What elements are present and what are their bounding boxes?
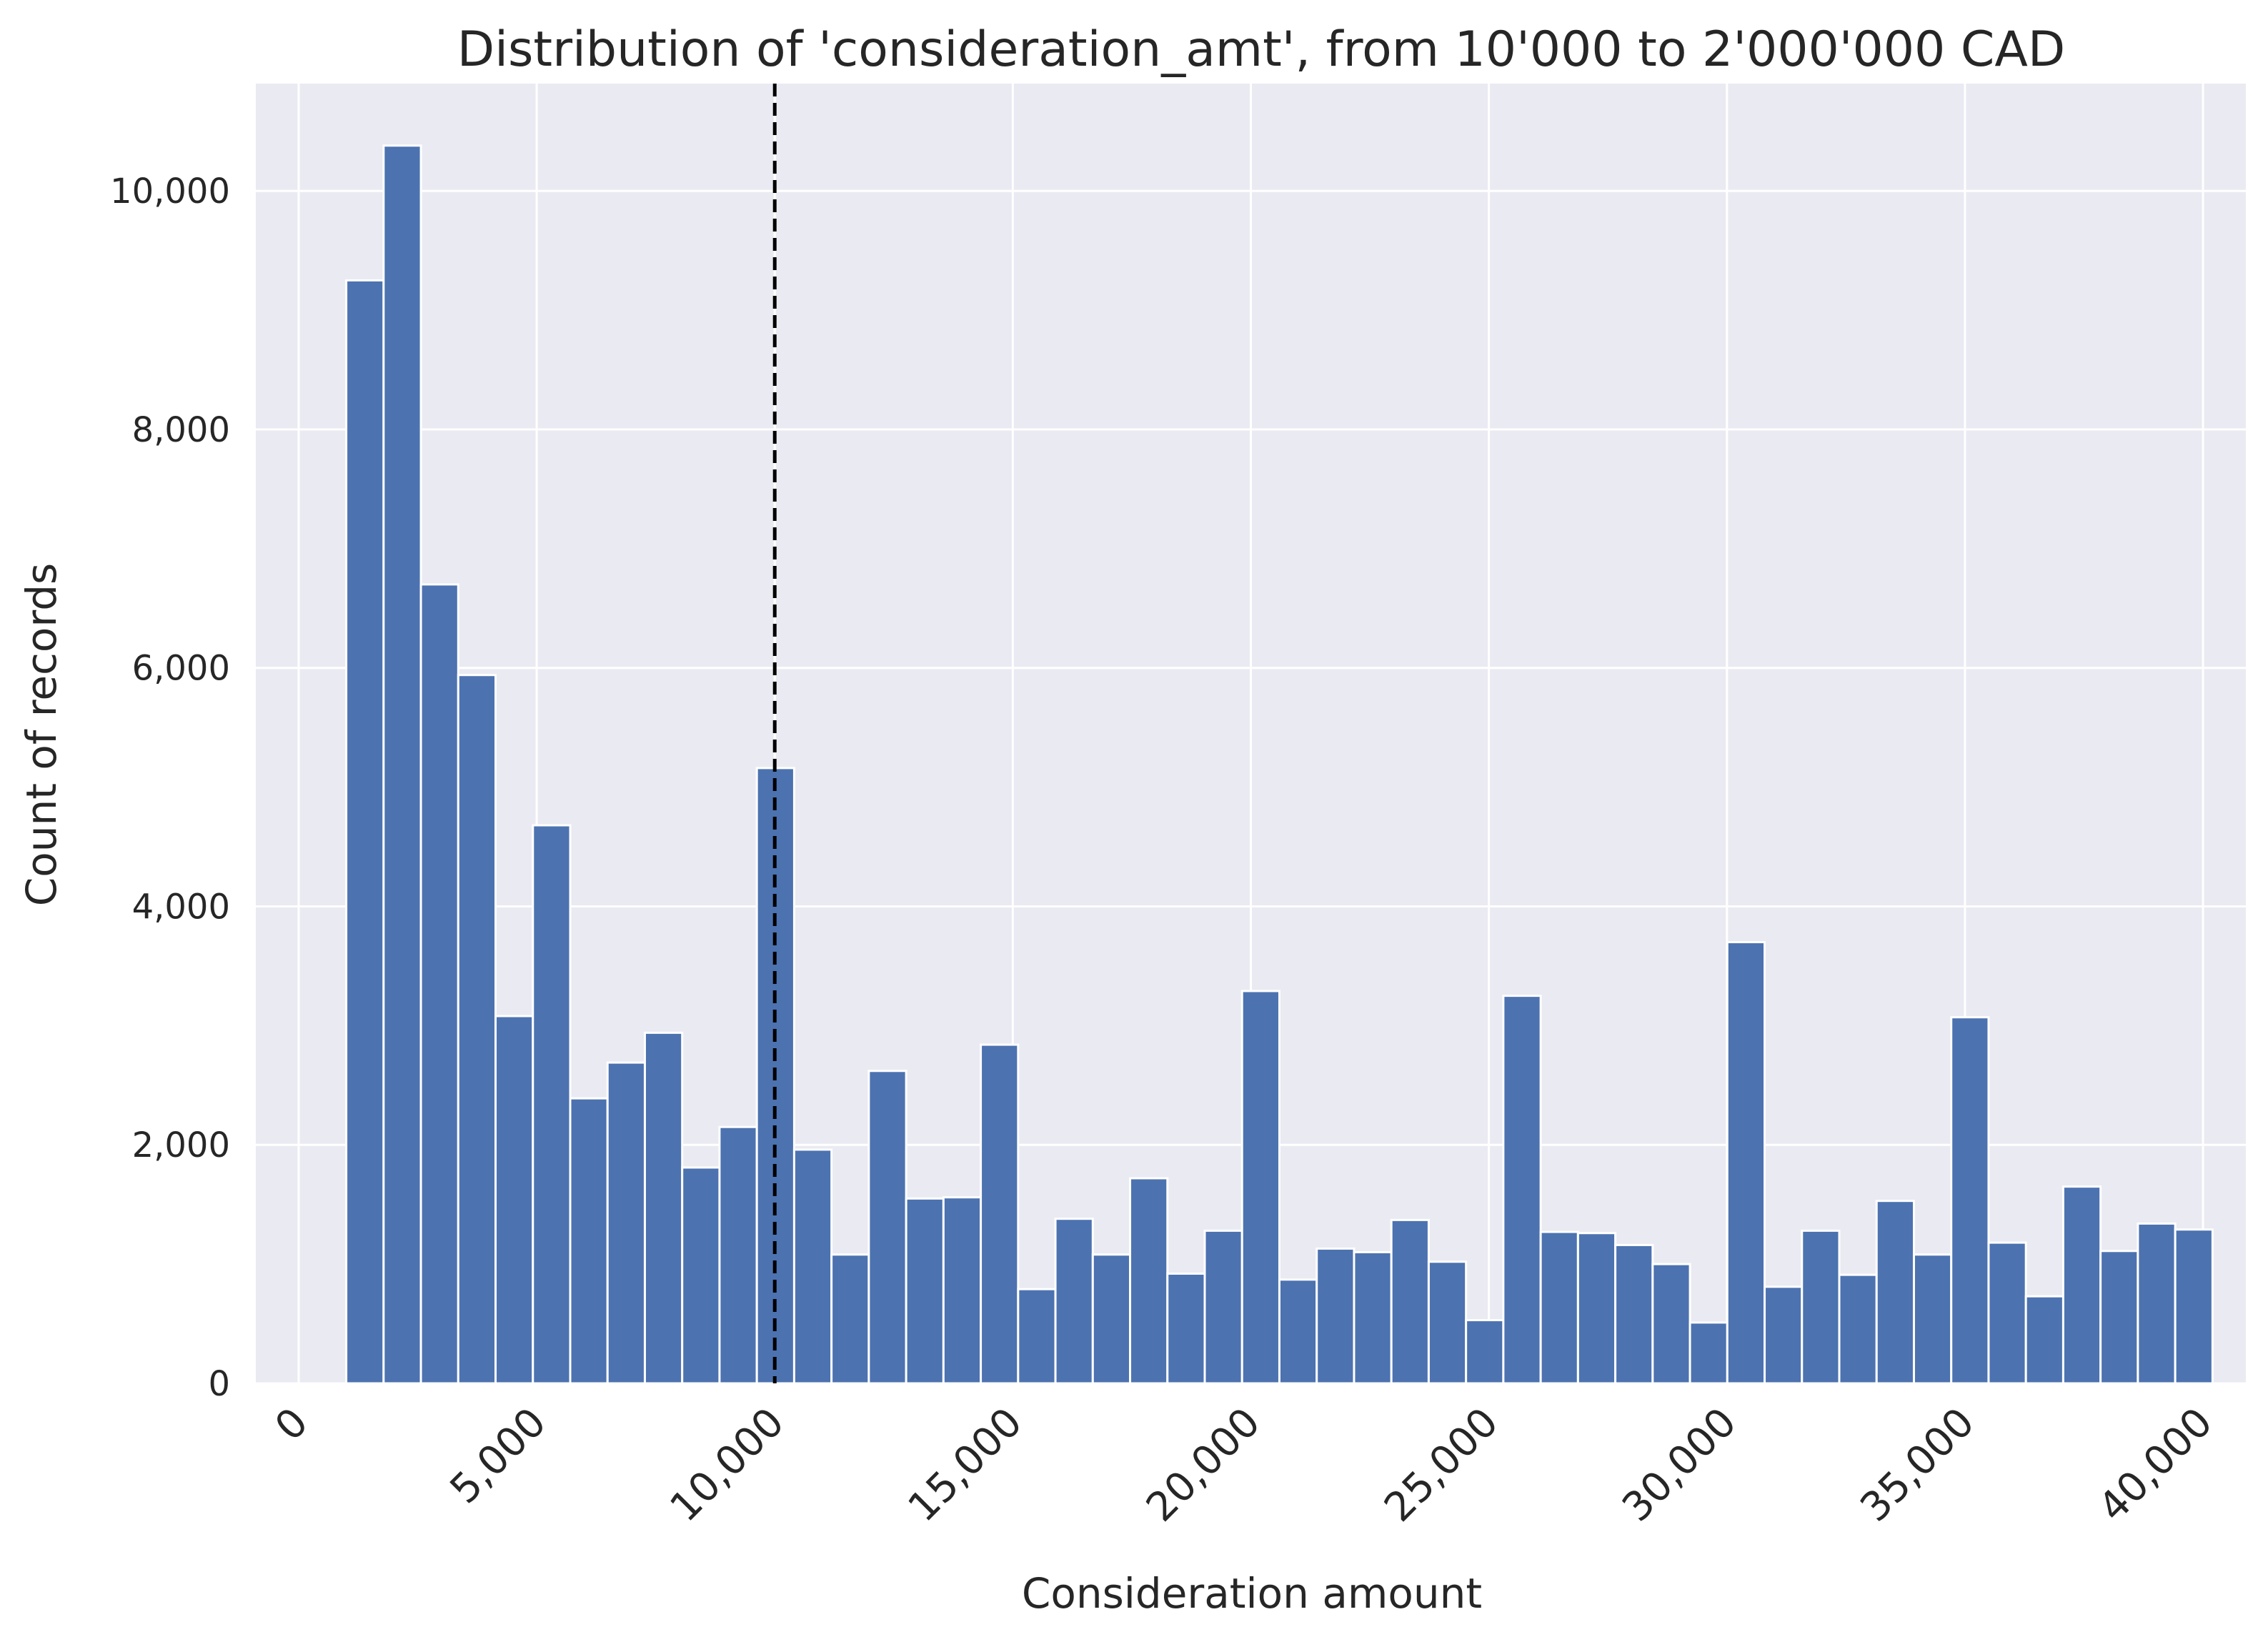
histogram-bar xyxy=(1465,1319,1505,1385)
y-tick-label: 8,000 xyxy=(132,410,230,450)
histogram-bar xyxy=(2174,1228,2214,1385)
histogram-bar xyxy=(1950,1016,1990,1385)
x-axis-label: Consideration amount xyxy=(1022,1569,1482,1618)
histogram-bar xyxy=(606,1061,646,1385)
histogram-bar xyxy=(1390,1218,1430,1385)
x-tick-label: 15,000 xyxy=(900,1399,1032,1531)
histogram-bar xyxy=(1539,1230,1579,1385)
chart-title: Distribution of 'consideration_amt', fro… xyxy=(457,21,2066,78)
histogram-bar xyxy=(494,1015,534,1385)
histogram-bar xyxy=(419,583,459,1385)
histogram-bar xyxy=(681,1166,721,1385)
histogram-bar xyxy=(905,1197,945,1385)
x-tick-labels: 0 5,000 10,000 15,000 20,000 25,000 30,000 35,0… xyxy=(267,1399,2222,1531)
histogram-bar xyxy=(1801,1229,1841,1385)
histogram-bar xyxy=(569,1097,609,1385)
y-tick-label: 10,000 xyxy=(110,171,230,212)
histogram-bar xyxy=(1054,1218,1094,1385)
y-tick-label: 2,000 xyxy=(132,1125,230,1165)
histogram-bar xyxy=(2061,1185,2102,1385)
x-tick-label: 10,000 xyxy=(662,1399,794,1531)
histogram-bar xyxy=(867,1070,907,1385)
histogram-bar xyxy=(980,1043,1020,1385)
x-tick-label: 20,000 xyxy=(1138,1399,1270,1531)
histogram-bar xyxy=(1912,1253,1953,1385)
histogram-bar xyxy=(1764,1285,1804,1385)
histogram-bar xyxy=(1875,1200,1915,1385)
x-tick-label: 5,000 xyxy=(442,1399,555,1513)
histogram-bar xyxy=(1166,1272,1206,1385)
histogram-bar xyxy=(1203,1229,1243,1385)
histogram-bar xyxy=(942,1196,983,1385)
y-tick-label: 6,000 xyxy=(132,649,230,689)
histogram-bar xyxy=(1129,1177,1169,1385)
y-tick-label: 0 xyxy=(208,1364,230,1404)
histogram-bar xyxy=(643,1031,684,1385)
y-tick-label: 4,000 xyxy=(132,887,230,927)
histogram-bar xyxy=(532,824,572,1385)
histogram-bars xyxy=(345,144,2214,1385)
x-tick-label: 25,000 xyxy=(1376,1399,1508,1531)
histogram-bar xyxy=(1726,941,1766,1385)
histogram-bar xyxy=(1651,1263,1691,1385)
histogram-bar xyxy=(1017,1288,1057,1385)
y-tick-labels: 0 2,000 4,000 6,000 8,000 10,000 xyxy=(110,171,230,1404)
histogram-bar xyxy=(2099,1250,2139,1385)
x-tick-label: 30,000 xyxy=(1613,1399,1746,1531)
histogram-bar xyxy=(1091,1253,1132,1385)
y-axis-label: Count of records xyxy=(17,563,66,907)
histogram-bar xyxy=(1240,990,1280,1385)
histogram-bar xyxy=(2024,1295,2064,1385)
histogram-bar xyxy=(718,1125,758,1385)
histogram-bar xyxy=(1502,995,1542,1385)
histogram-bar xyxy=(2137,1222,2177,1385)
histogram-bar xyxy=(1838,1273,1878,1385)
histogram-bar xyxy=(792,1148,833,1385)
histogram-bar xyxy=(1614,1243,1654,1385)
histogram-bar xyxy=(1278,1278,1318,1385)
x-tick-label: 40,000 xyxy=(2089,1399,2222,1531)
histogram-bar xyxy=(457,674,497,1385)
x-tick-label: 0 xyxy=(267,1399,317,1450)
histogram-bar xyxy=(1427,1260,1468,1385)
histogram-bar xyxy=(1987,1241,2027,1385)
histogram-bar xyxy=(382,144,422,1385)
histogram-bar xyxy=(1688,1321,1729,1385)
histogram-bar xyxy=(1315,1247,1356,1385)
histogram-bar xyxy=(1353,1250,1393,1385)
histogram-bar xyxy=(1576,1232,1617,1385)
histogram-bar xyxy=(345,279,385,1385)
x-tick-label: 35,000 xyxy=(1851,1399,1984,1531)
histogram-bar xyxy=(830,1253,870,1385)
